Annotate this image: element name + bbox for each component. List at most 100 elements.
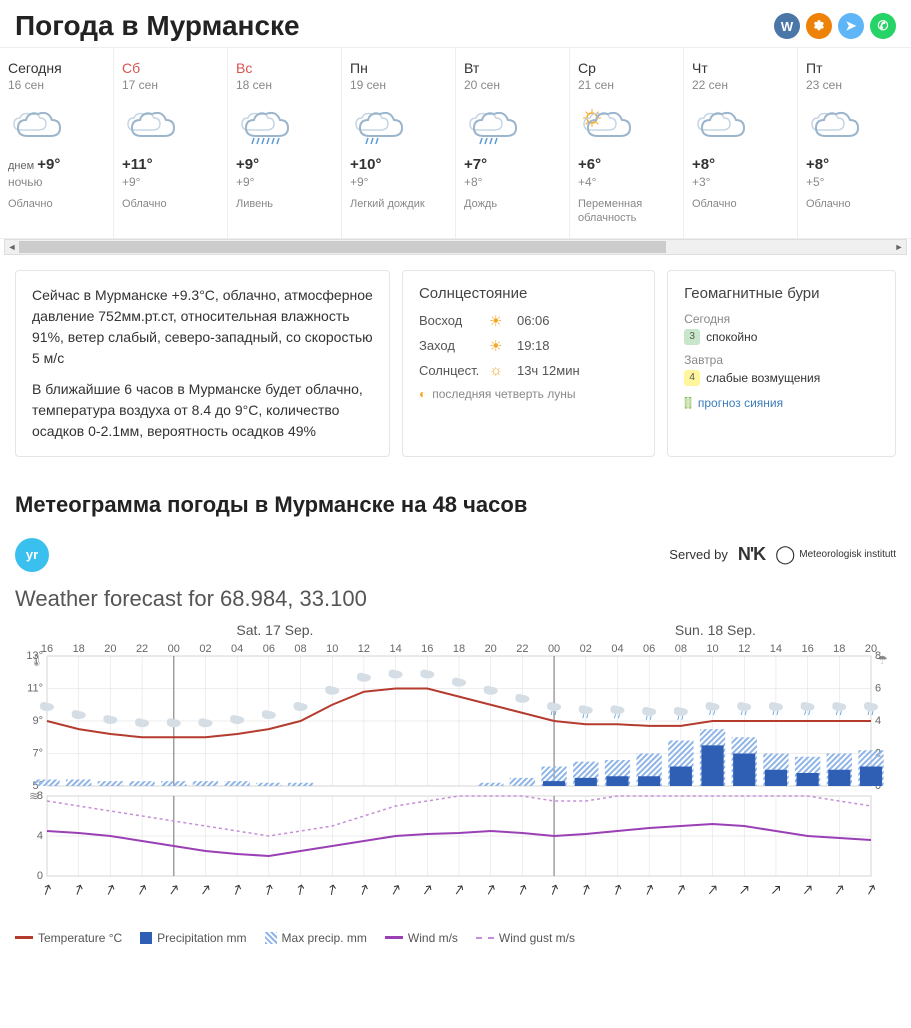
moon-phase: последняя четверть луны <box>432 387 575 401</box>
day-card-5[interactable]: Ср 21 сен +6° +4° Переменная облачность <box>570 48 684 238</box>
day-description: Облачно <box>8 197 105 211</box>
svg-text:20: 20 <box>104 643 116 655</box>
day-card-1[interactable]: Сб 17 сен +11° +9° Облачно <box>114 48 228 238</box>
svg-text:04: 04 <box>231 643 243 655</box>
svg-text:10: 10 <box>326 643 338 655</box>
day-name: Пт <box>806 60 903 76</box>
whatsapp-share-button[interactable]: ✆ <box>870 13 896 39</box>
geo-today-label: Сегодня <box>684 312 879 326</box>
scroll-left-arrow[interactable]: ◄ <box>5 240 19 254</box>
telegram-share-button[interactable]: ➤ <box>838 13 864 39</box>
svg-text:0: 0 <box>37 870 43 882</box>
day-date: 22 сен <box>692 78 789 92</box>
sunrise-time: 06:06 <box>517 313 550 328</box>
temp-day: +11° <box>122 156 153 173</box>
day-card-7[interactable]: Пт 23 сен +8° +5° Облачно <box>798 48 911 238</box>
legend-gust: Wind gust m/s <box>499 931 575 945</box>
temp-day-label: днем <box>8 160 37 172</box>
svg-text:7°: 7° <box>32 747 43 759</box>
temp-day: +8° <box>692 156 715 173</box>
day-date: 21 сен <box>578 78 675 92</box>
svg-text:8: 8 <box>37 790 43 802</box>
svg-text:06: 06 <box>643 643 655 655</box>
geo-panel-title: Геомагнитные бури <box>684 285 879 302</box>
summary-next: В ближайшие 6 часов в Мурманске будет об… <box>32 379 373 442</box>
svg-text:20: 20 <box>485 643 497 655</box>
legend-wind: Wind m/s <box>408 931 458 945</box>
daylength-value: 13ч 12мин <box>517 363 580 378</box>
weather-icon <box>464 106 561 146</box>
svg-text:4: 4 <box>875 715 881 727</box>
svg-text:06: 06 <box>263 643 275 655</box>
day-description: Облачно <box>692 197 789 211</box>
temp-day: +8° <box>806 156 829 173</box>
day-description: Переменная облачность <box>578 197 675 226</box>
geo-tomorrow-label: Завтра <box>684 353 879 367</box>
weather-icon <box>236 106 333 146</box>
temp-day: +6° <box>578 156 601 173</box>
ok-share-button[interactable]: ✽ <box>806 13 832 39</box>
day-date: 16 сен <box>8 78 105 92</box>
day-name: Чт <box>692 60 789 76</box>
daylength-icon: ☼ <box>489 362 517 379</box>
weather-icon <box>578 106 675 146</box>
sun-panel: Солнцестояние Восход☀06:06 Заход☀19:18 С… <box>402 270 655 457</box>
served-by-label: Served by <box>669 547 728 562</box>
geo-today-badge: 3 <box>684 329 700 345</box>
forecast-days-row: Сегодня 16 сен днем +9° ночью Облачно Сб… <box>0 47 911 239</box>
aurora-forecast-link[interactable]: ⫿⫿прогноз сияния <box>684 396 879 411</box>
svg-text:6: 6 <box>875 682 881 694</box>
meteogram-legend: Temperature °C Precipitation mm Max prec… <box>15 923 896 945</box>
svg-text:02: 02 <box>580 643 592 655</box>
day-date: 19 сен <box>350 78 447 92</box>
temp-night: +9° <box>236 175 333 189</box>
svg-text:13°: 13° <box>26 650 43 662</box>
vk-share-button[interactable]: W <box>774 13 800 39</box>
svg-text:11°: 11° <box>27 682 43 694</box>
day-name: Сегодня <box>8 60 105 76</box>
moon-icon: ◐ <box>419 387 426 401</box>
horizontal-scrollbar[interactable]: ◄ ► <box>4 239 907 255</box>
temp-night: +9° <box>122 175 219 189</box>
svg-text:12: 12 <box>738 643 750 655</box>
svg-text:10: 10 <box>706 643 718 655</box>
geo-tomorrow-badge: 4 <box>684 370 700 386</box>
day-card-2[interactable]: Вс 18 сен +9° +9° Ливень <box>228 48 342 238</box>
day-name: Вт <box>464 60 561 76</box>
weather-icon <box>122 106 219 146</box>
svg-text:08: 08 <box>675 643 687 655</box>
scroll-thumb[interactable] <box>19 241 666 253</box>
svg-text:18: 18 <box>833 643 845 655</box>
geo-today-value: спокойно <box>706 330 757 344</box>
weather-icon <box>692 106 789 146</box>
svg-text:14: 14 <box>389 643 401 655</box>
day-date: 20 сен <box>464 78 561 92</box>
svg-text:22: 22 <box>136 643 148 655</box>
scroll-right-arrow[interactable]: ► <box>892 240 906 254</box>
day-description: Облачно <box>806 197 903 211</box>
day-card-3[interactable]: Пн 19 сен +10° +9° Легкий дождик <box>342 48 456 238</box>
svg-text:12: 12 <box>358 643 370 655</box>
sunset-time: 19:18 <box>517 338 550 353</box>
day-date: 23 сен <box>806 78 903 92</box>
temp-day: +10° <box>350 156 381 173</box>
day-card-0[interactable]: Сегодня 16 сен днем +9° ночью Облачно <box>0 48 114 238</box>
yr-logo: yr <box>15 538 49 572</box>
day-card-6[interactable]: Чт 22 сен +8° +3° Облачно <box>684 48 798 238</box>
day-card-4[interactable]: Вт 20 сен +7° +8° Дождь <box>456 48 570 238</box>
svg-text:00: 00 <box>168 643 180 655</box>
page-title: Погода в Мурманске <box>15 10 300 42</box>
weather-icon <box>8 106 105 146</box>
day-date: 17 сен <box>122 78 219 92</box>
geo-tomorrow-value: слабые возмущения <box>706 371 820 385</box>
svg-text:8: 8 <box>875 650 881 662</box>
daylength-label: Солнцест. <box>419 363 489 378</box>
svg-text:18: 18 <box>453 643 465 655</box>
sun-panel-title: Солнцестояние <box>419 285 638 302</box>
geomagnetic-panel: Геомагнитные бури Сегодня 3 спокойно Завт… <box>667 270 896 457</box>
aurora-icon: ⫿⫿ <box>684 396 692 411</box>
day-description: Дождь <box>464 197 561 211</box>
temp-night: +5° <box>806 175 903 189</box>
sunrise-icon: ☀ <box>489 312 517 330</box>
svg-text:16: 16 <box>801 643 813 655</box>
